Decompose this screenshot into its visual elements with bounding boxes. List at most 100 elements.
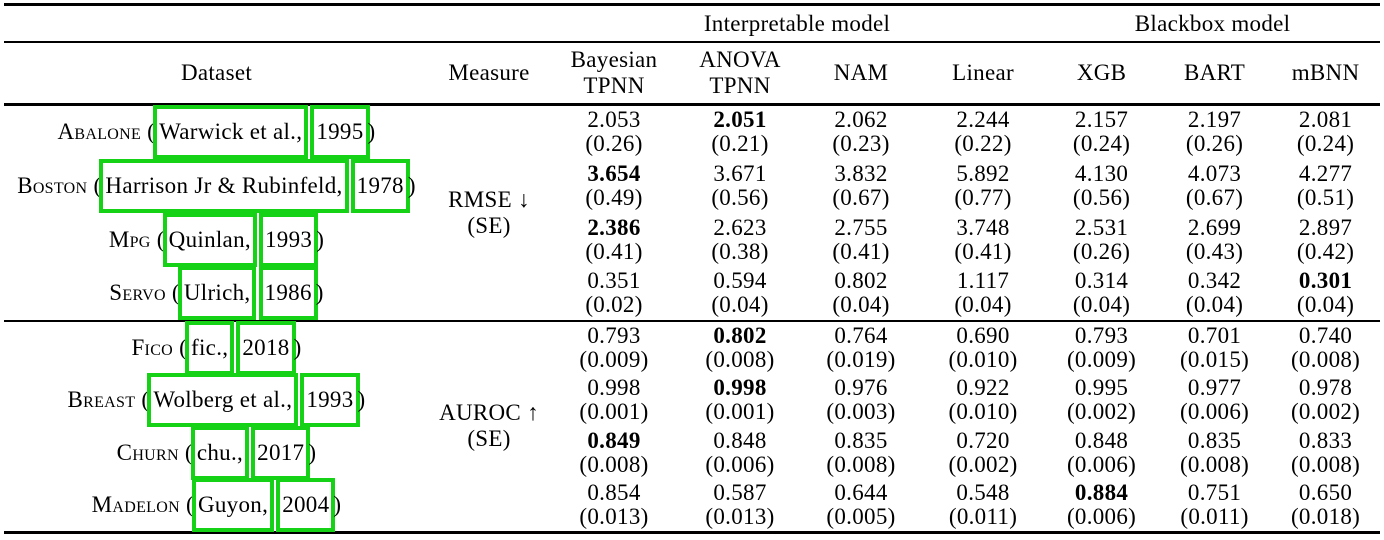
citation-open-paren: ( xyxy=(173,334,188,360)
value-cell: 0.740 (0.008) xyxy=(1271,321,1380,374)
value-cell: 0.976 (0.003) xyxy=(801,374,921,427)
value-cell: 1.117 (0.04) xyxy=(921,267,1045,321)
metric-se: (0.006) xyxy=(705,452,775,477)
metric-se: (0.002) xyxy=(948,452,1018,477)
dataset-name: Abalone xyxy=(57,119,142,145)
citation-open-paren: ( xyxy=(150,226,165,252)
metric-value: 0.922 xyxy=(956,375,1010,400)
dataset-name: Madelon xyxy=(91,492,180,518)
value-cell: 2.623 (0.38) xyxy=(679,213,801,267)
metric-se: (0.005) xyxy=(826,504,896,530)
value-cell: 2.699 (0.43) xyxy=(1158,213,1271,267)
value-cell: 0.764 (0.019) xyxy=(801,321,921,374)
value-cell: 0.650 (0.018) xyxy=(1271,480,1380,533)
value-cell: 2.062 (0.23) xyxy=(801,105,921,159)
metric-se: (0.56) xyxy=(711,184,769,210)
metric-value: 2.053 xyxy=(587,107,641,133)
metric-value: 3.748 xyxy=(956,214,1010,240)
metric-se: (0.21) xyxy=(711,131,769,157)
citation-open-paren: ( xyxy=(141,119,156,145)
metric-value: 3.671 xyxy=(713,160,767,186)
citation-author-bbox: Ulrich, xyxy=(177,266,257,320)
metric-value: 0.650 xyxy=(1298,480,1353,506)
metric-value: 2.623 xyxy=(713,214,767,240)
table-row-breast: Breast (Wolberg et al., 1993) 0.998 (0.00… xyxy=(4,373,1380,427)
metric-se: (0.006) xyxy=(1066,452,1137,477)
metric-value: 0.701 xyxy=(1187,322,1242,348)
metric-value: 0.802 xyxy=(834,268,888,293)
dataset-name: Servo xyxy=(109,280,166,305)
value-cell: 0.995 (0.002) xyxy=(1045,374,1158,427)
metric-value: 2.755 xyxy=(834,214,888,240)
value-cell: 2.053 (0.26) xyxy=(549,105,679,159)
citation-open-paren: ( xyxy=(87,172,102,198)
metric-se: (0.008) xyxy=(705,346,775,372)
dataset-cell: Madelon (Guyon, 2004) xyxy=(4,478,429,533)
value-cell: 0.644 (0.005) xyxy=(801,480,921,533)
metric-value: 0.849 xyxy=(587,428,641,453)
metric-value: 0.998 xyxy=(713,375,767,400)
metric-value: 0.976 xyxy=(834,375,888,400)
value-cell: 2.897 (0.42) xyxy=(1271,213,1380,267)
table-row-churn: Churn (chu., 2017) 0.849 (0.008) 0.848 (0.… xyxy=(4,426,1380,480)
col-header-mbnn: mBNN xyxy=(1271,42,1381,106)
table-row-boston: Boston (Harrison Jr & Rubinfeld, 1978) 3… xyxy=(4,158,1380,213)
col-header-measure: Measure xyxy=(429,42,549,106)
citation-author-bbox: Guyon, xyxy=(191,478,275,533)
metric-se: (0.26) xyxy=(1072,238,1131,264)
measure-cell-auroc: AUROC ↑ (SE) xyxy=(439,400,539,452)
value-cell: 0.314 (0.04) xyxy=(1045,267,1158,321)
value-cell: 2.157 (0.24) xyxy=(1045,105,1158,159)
metric-se: (0.008) xyxy=(826,452,896,477)
col-header-linear: Linear xyxy=(921,42,1046,106)
group-header-row: Interpretable model Blackbox model xyxy=(4,4,1381,43)
auroc-section: Fico (fic., 2018) AUROC ↑ (SE) 0.793 (0.00… xyxy=(4,320,1381,533)
metric-se: (0.49) xyxy=(585,184,643,210)
metric-value: 2.699 xyxy=(1187,214,1242,240)
citation-year-bbox: 1978 xyxy=(350,158,410,213)
table-row-abalone: Abalone (Warwick et al., 1995) RMSE ↓ (SE… xyxy=(4,105,1380,238)
value-cell: 0.922 (0.010) xyxy=(921,374,1045,427)
metric-se: (0.008) xyxy=(579,452,649,477)
citation-close-paren: ) xyxy=(407,172,416,198)
metric-value: 2.157 xyxy=(1074,107,1129,133)
dataset-name: Breast xyxy=(67,387,136,412)
value-cell: 2.386 (0.41) xyxy=(549,213,679,267)
table-row-madelon: Madelon (Guyon, 2004) 0.854 (0.013) 0.587… xyxy=(4,478,1380,533)
value-cell: 0.998 (0.001) xyxy=(549,374,679,427)
value-cell: 0.690 (0.010) xyxy=(921,321,1045,374)
metric-value: 0.998 xyxy=(587,375,641,400)
table-row-fico: Fico (fic., 2018) AUROC ↑ (SE) 0.793 (0.00… xyxy=(4,320,1380,451)
metric-value: 5.892 xyxy=(956,160,1010,186)
metric-value: 0.594 xyxy=(713,268,767,293)
citation-close-paren: ) xyxy=(315,280,324,305)
results-table: Interpretable model Blackbox model Datas… xyxy=(4,3,1381,534)
metric-value: 2.197 xyxy=(1187,107,1242,133)
value-cell: 2.531 (0.26) xyxy=(1045,213,1158,267)
value-cell: 2.244 (0.22) xyxy=(921,105,1045,159)
citation-open-paren: ( xyxy=(135,387,150,412)
dataset-cell: Abalone (Warwick et al., 1995) xyxy=(4,105,429,160)
table-row-servo: Servo (Ulrich, 1986) 0.351 (0.02) 0.594 (0… xyxy=(4,266,1380,321)
metric-value: 0.793 xyxy=(1074,322,1129,348)
value-cell: 0.833 (0.008) xyxy=(1271,427,1380,480)
group-header-interpretable: Interpretable model xyxy=(549,4,1046,43)
metric-se: (0.010) xyxy=(948,346,1018,372)
metric-se: (0.001) xyxy=(705,399,775,424)
metric-se: (0.67) xyxy=(832,184,890,210)
value-cell: 0.793 (0.009) xyxy=(1045,321,1158,374)
citation-close-paren: ) xyxy=(316,226,325,252)
metric-value: 2.062 xyxy=(834,107,888,133)
metric-value: 4.277 xyxy=(1298,160,1353,186)
value-cell: 0.751 (0.011) xyxy=(1158,480,1271,533)
dataset-cell: Breast (Wolberg et al., 1993) xyxy=(4,373,429,427)
dataset-cell: Mpg (Quinlan, 1993) xyxy=(4,212,429,267)
citation-open-paren: ( xyxy=(178,440,193,465)
metric-value: 0.848 xyxy=(713,428,767,453)
value-cell: 0.849 (0.008) xyxy=(549,427,679,480)
metric-value: 0.977 xyxy=(1187,375,1242,400)
metric-se: (0.015) xyxy=(1179,346,1250,372)
dataset-name: Churn xyxy=(116,440,179,465)
metric-value: 2.531 xyxy=(1074,214,1129,240)
citation-close-paren: ) xyxy=(333,492,342,518)
